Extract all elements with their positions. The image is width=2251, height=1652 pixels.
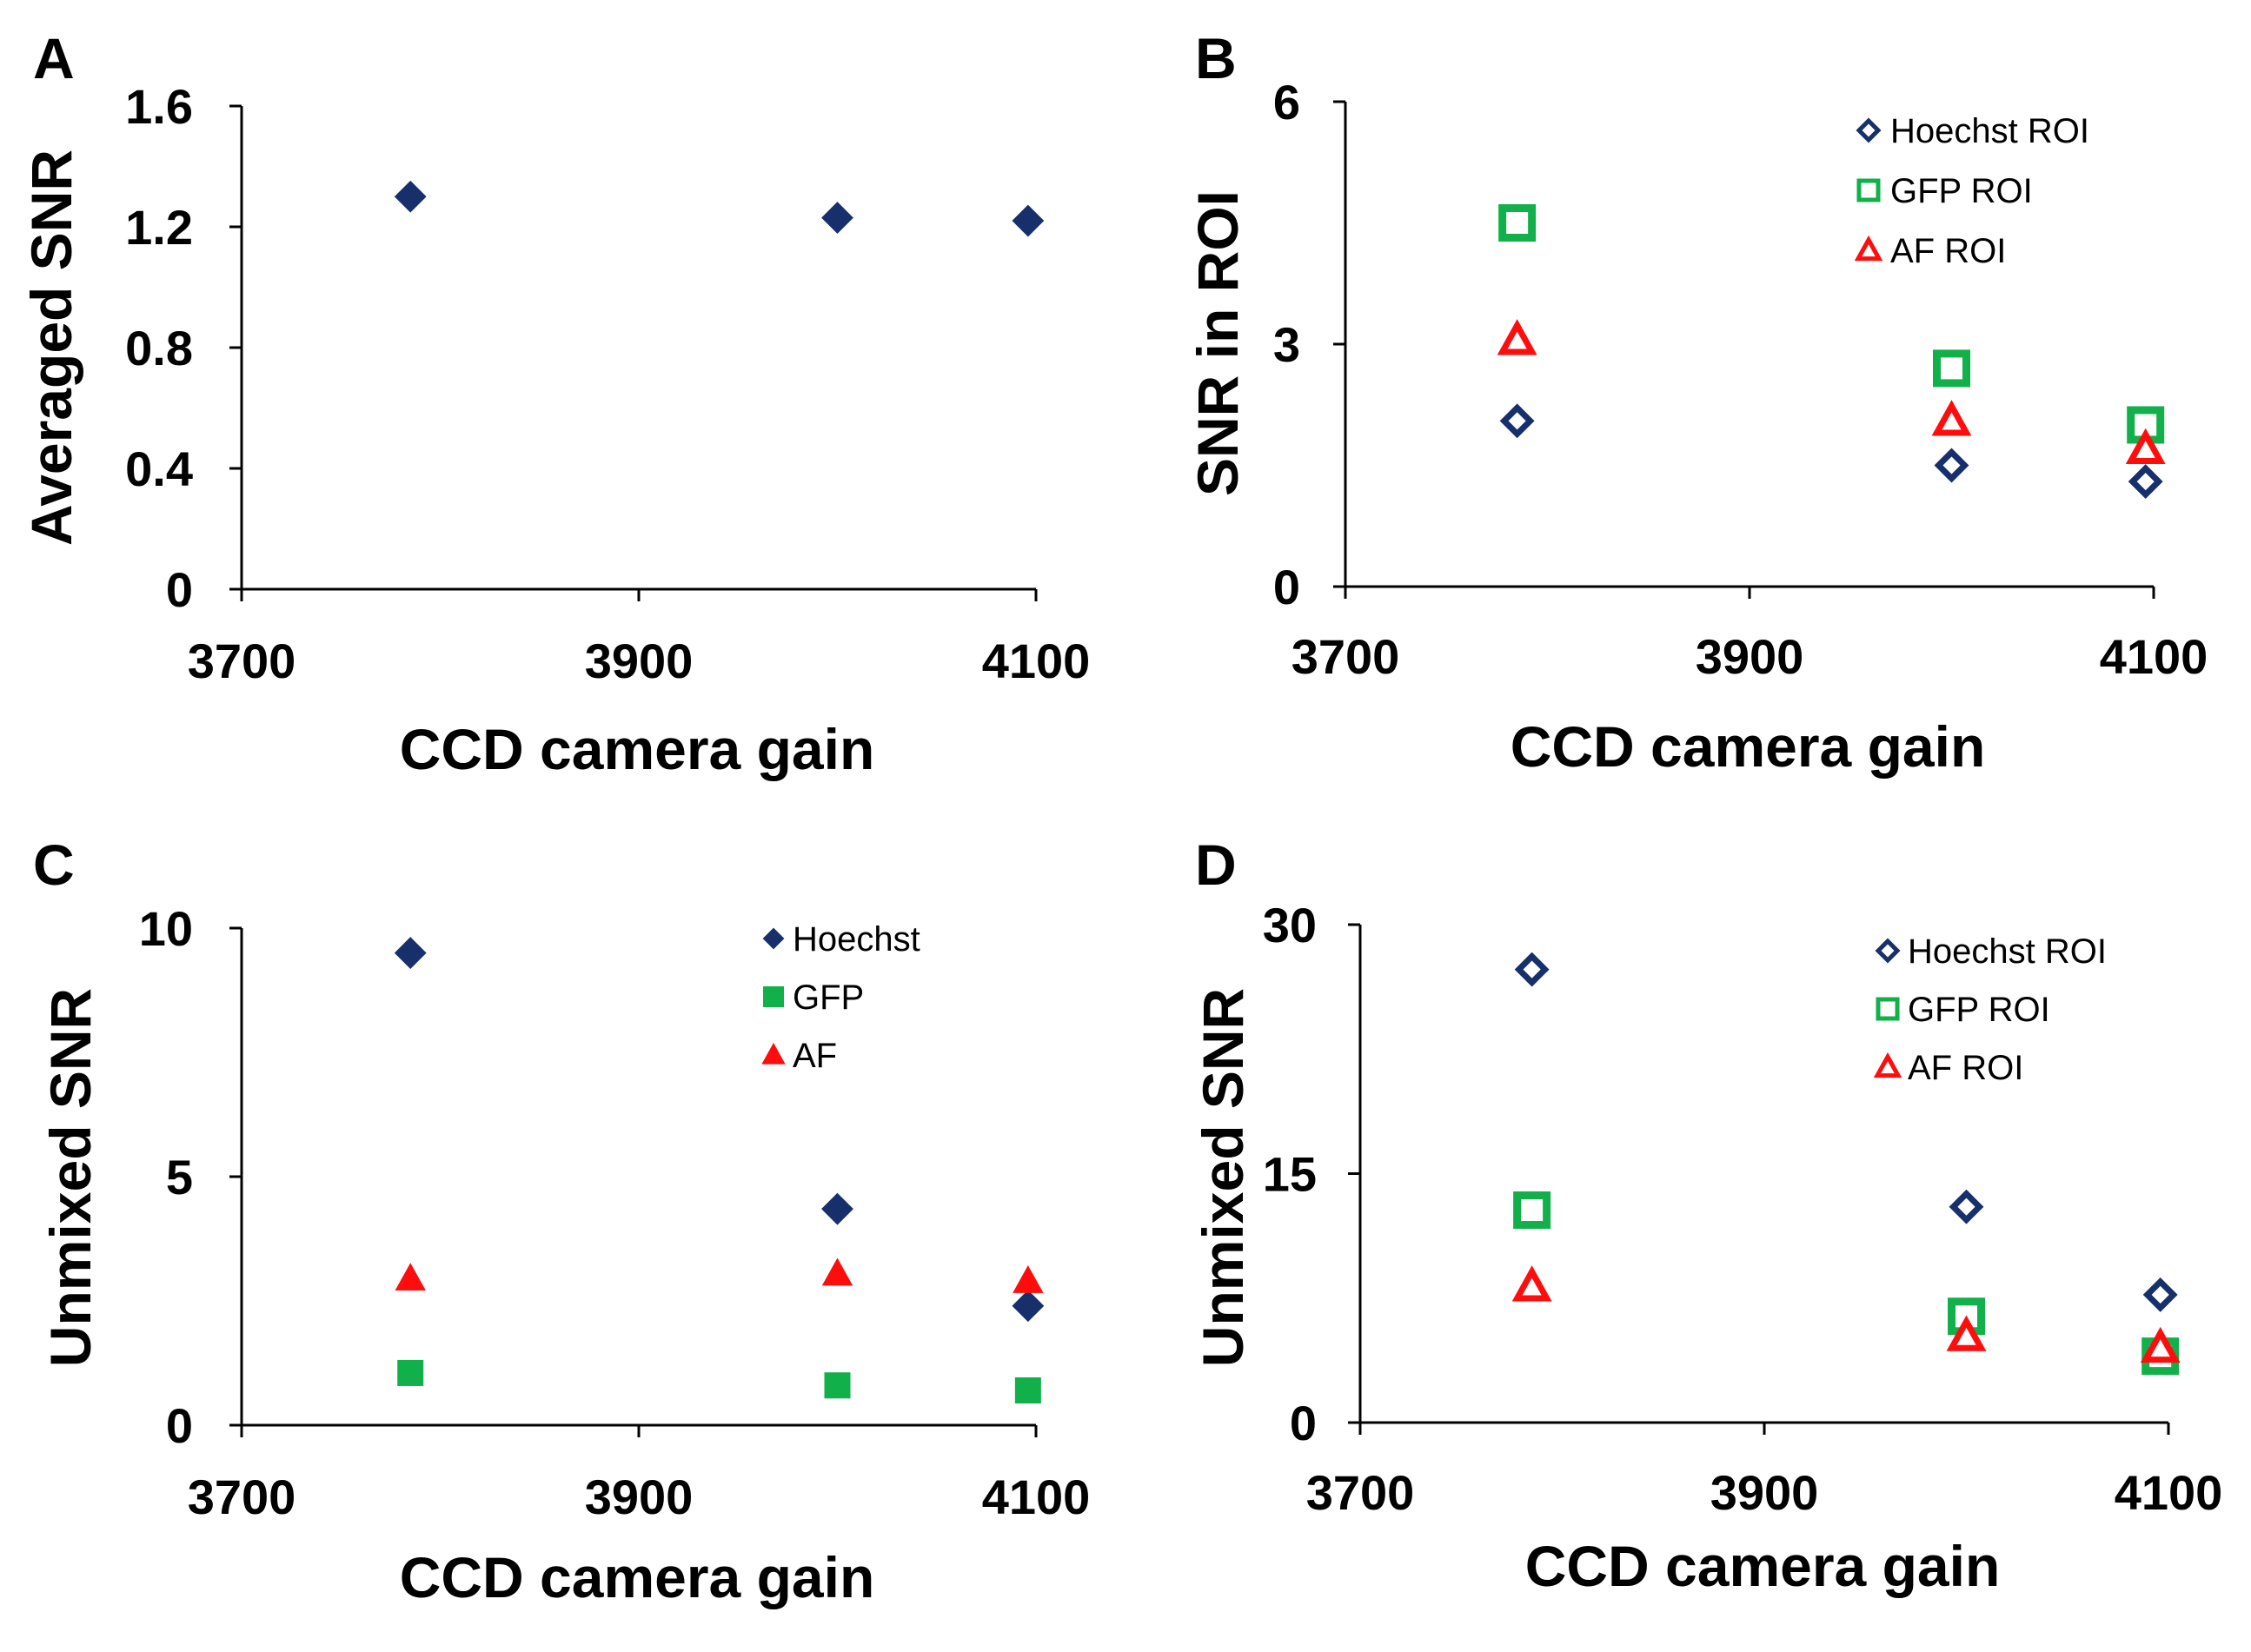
x-tick-label: 4100 bbox=[982, 634, 1091, 688]
data-point bbox=[1012, 204, 1045, 237]
data-point bbox=[1949, 1189, 1984, 1224]
data-point bbox=[821, 202, 853, 234]
x-tick-label: 4100 bbox=[2100, 629, 2208, 684]
data-point bbox=[394, 180, 427, 213]
legend-label: AF bbox=[793, 1037, 837, 1075]
x-tick-label: 3900 bbox=[1710, 1465, 1819, 1520]
y-axis-title: Unmixed SNR bbox=[1191, 988, 1255, 1367]
legend-label: Hoechst ROI bbox=[1890, 112, 2089, 150]
y-axis-title: Unmixed SNR bbox=[38, 988, 103, 1367]
x-axis-title: CCD camera gain bbox=[1511, 714, 1986, 779]
data-point bbox=[2142, 1277, 2178, 1312]
y-tick-label: 10 bbox=[139, 901, 193, 956]
data-point bbox=[397, 1359, 424, 1386]
legend-label: AF ROI bbox=[1890, 232, 2006, 270]
data-point bbox=[1933, 349, 1970, 388]
data-point bbox=[1513, 1191, 1551, 1230]
legend-label: Hoechst bbox=[793, 920, 920, 959]
legend-marker bbox=[1876, 997, 1900, 1021]
x-tick-label: 3700 bbox=[1306, 1465, 1415, 1520]
data-point bbox=[1498, 204, 1537, 242]
y-tick-label: 0 bbox=[166, 1398, 193, 1453]
legend-marker bbox=[1854, 235, 1883, 262]
x-axis-title: CCD camera gain bbox=[400, 717, 875, 781]
y-tick-label: 3 bbox=[1273, 317, 1300, 372]
data-point bbox=[1499, 403, 1535, 439]
y-tick-label: 1.6 bbox=[125, 79, 193, 134]
panel-letter: A bbox=[33, 26, 75, 90]
y-axis-title: Averaged SNR bbox=[19, 149, 83, 546]
legend-label: GFP ROI bbox=[1890, 172, 2033, 210]
data-point bbox=[2140, 1326, 2181, 1363]
x-tick-label: 3700 bbox=[1292, 629, 1400, 684]
data-point bbox=[824, 1372, 851, 1399]
panel-letter: C bbox=[33, 833, 75, 897]
data-point bbox=[1497, 319, 1537, 355]
y-tick-label: 0.8 bbox=[125, 321, 193, 375]
y-tick-label: 0 bbox=[166, 562, 193, 617]
legend-marker bbox=[762, 927, 785, 950]
legend-marker bbox=[1873, 1052, 1902, 1078]
y-tick-label: 0 bbox=[1290, 1396, 1317, 1450]
data-point bbox=[2128, 464, 2163, 500]
legend-marker bbox=[761, 1042, 786, 1065]
data-point bbox=[1514, 952, 1550, 987]
x-tick-label: 3900 bbox=[585, 634, 694, 688]
x-tick-label: 4100 bbox=[982, 1470, 1091, 1524]
legend-marker bbox=[763, 986, 784, 1007]
y-tick-label: 5 bbox=[166, 1150, 193, 1204]
y-tick-label: 15 bbox=[1263, 1147, 1317, 1202]
legend-label: GFP ROI bbox=[1908, 991, 2050, 1029]
panel-letter: D bbox=[1195, 833, 1237, 897]
legend-label: AF ROI bbox=[1908, 1049, 2023, 1087]
data-point bbox=[1931, 400, 1972, 436]
legend-marker bbox=[1856, 178, 1881, 202]
x-axis-title: CCD camera gain bbox=[1525, 1534, 2001, 1598]
legend-marker bbox=[1856, 117, 1882, 143]
x-axis-title: CCD camera gain bbox=[400, 1545, 875, 1609]
data-point bbox=[1511, 1265, 1552, 1302]
chart-panel-b: B 0 3 6 3700 3900 4100 CCD camera gain SNR in RO… bbox=[1185, 26, 2208, 779]
data-point bbox=[1012, 1290, 1045, 1323]
x-tick-label: 3700 bbox=[188, 1470, 296, 1524]
y-tick-label: 6 bbox=[1273, 75, 1300, 129]
legend-label: GFP bbox=[793, 979, 864, 1017]
data-point bbox=[1014, 1377, 1041, 1403]
x-tick-label: 3700 bbox=[188, 634, 296, 688]
chart-panel-c: C 0 5 10 3700 3900 4100 CCD camera gain Unmixed … bbox=[33, 833, 1090, 1609]
chart-panel-d: D 0 15 30 3700 3900 4100 CCD camera gain Unmixed… bbox=[1191, 833, 2222, 1598]
data-point bbox=[2125, 428, 2166, 464]
data-point bbox=[821, 1192, 853, 1225]
data-point bbox=[395, 1263, 426, 1291]
data-point bbox=[394, 937, 427, 970]
legend-label: Hoechst ROI bbox=[1908, 932, 2107, 971]
data-point bbox=[1013, 1265, 1044, 1293]
x-tick-label: 4100 bbox=[2115, 1465, 2223, 1520]
data-point bbox=[1934, 448, 1969, 483]
x-tick-label: 3900 bbox=[1696, 629, 1804, 684]
y-tick-label: 0 bbox=[1273, 560, 1300, 614]
data-point bbox=[2127, 406, 2165, 444]
chart-panel-a: A 0 0.4 0.8 1.2 1.6 3700 3900 4100 CCD camera gai… bbox=[19, 26, 1090, 781]
y-tick-label: 0.4 bbox=[125, 441, 193, 496]
legend-marker bbox=[1875, 938, 1901, 964]
data-point bbox=[821, 1257, 853, 1286]
y-tick-label: 1.2 bbox=[125, 200, 193, 255]
y-tick-label: 30 bbox=[1263, 898, 1317, 952]
y-axis-title: SNR in ROI bbox=[1185, 190, 1250, 496]
panel-letter: B bbox=[1195, 26, 1237, 90]
data-point bbox=[1946, 1315, 1987, 1351]
x-tick-label: 3900 bbox=[585, 1470, 694, 1524]
